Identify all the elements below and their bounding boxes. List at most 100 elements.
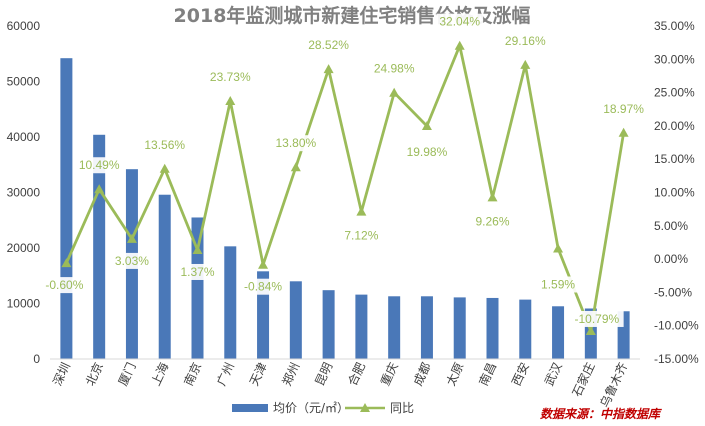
right-tick-label: -10.00%	[654, 319, 699, 333]
data-label: 3.03%	[115, 254, 149, 268]
data-label-bg	[206, 69, 254, 86]
legend-triangle-marker	[360, 403, 370, 412]
data-label: 28.52%	[308, 38, 349, 52]
right-tick-label: 5.00%	[654, 219, 688, 233]
yoy-marker	[487, 192, 498, 202]
data-label-bg	[370, 60, 418, 77]
yoy-line	[65, 44, 625, 333]
data-label-bg	[111, 252, 152, 269]
category-label: 广州	[214, 360, 237, 388]
category-label: 昆明	[312, 360, 335, 388]
category-label: 合肥	[344, 360, 368, 388]
data-label: 7.12%	[344, 229, 378, 243]
right-tick-label: -15.00%	[654, 352, 699, 366]
data-label: 1.37%	[180, 265, 214, 279]
left-tick-label: 0	[33, 352, 40, 366]
data-label-bg	[40, 277, 88, 294]
data-label-bg	[75, 157, 123, 174]
category-label: 北京	[83, 360, 106, 388]
left-y-axis: 0 10000 20000 30000 40000 50000 60000	[7, 19, 41, 366]
data-label: 19.98%	[407, 145, 448, 159]
data-labels: -0.60% 10.49% 3.03% 13.56% 1.37% 23.73% -0.84%…	[40, 13, 648, 327]
left-tick-label: 40000	[7, 130, 41, 144]
data-label: -0.60%	[45, 278, 83, 292]
legend-line-label: 同比	[390, 401, 414, 415]
category-label: 武汉	[542, 360, 565, 388]
right-tick-label: 30.00%	[654, 52, 695, 66]
yoy-marker	[323, 64, 334, 74]
category-label: 重庆	[378, 360, 401, 388]
price-bar	[486, 297, 499, 359]
data-label: -10.79%	[574, 312, 619, 326]
yoy-marker	[356, 206, 367, 216]
yoy-marker	[553, 243, 564, 253]
price-bar	[420, 296, 433, 359]
right-tick-label: 35.00%	[654, 19, 695, 33]
legend-bar-swatch	[232, 404, 268, 412]
yoy-marker	[389, 87, 400, 97]
category-label: 南京	[180, 360, 204, 388]
left-tick-label: 60000	[7, 19, 41, 33]
legend: 均价（元/㎡） 同比	[232, 401, 414, 415]
data-label: 13.80%	[275, 136, 316, 150]
price-bar	[224, 246, 237, 359]
yoy-marker	[225, 96, 236, 106]
data-label-bg	[341, 227, 382, 244]
yoy-marker	[94, 184, 105, 194]
price-bar	[388, 296, 401, 359]
category-label: 成都	[411, 360, 434, 388]
data-label: 23.73%	[210, 70, 251, 84]
data-label: 29.16%	[505, 34, 546, 48]
left-tick-label: 10000	[7, 297, 41, 311]
data-label-bg	[305, 37, 353, 54]
price-bar	[519, 299, 532, 359]
category-label: 厦门	[115, 360, 139, 388]
category-label: 上海	[148, 360, 172, 388]
yoy-marker	[61, 258, 72, 268]
data-label-bg	[403, 144, 451, 161]
price-bar	[158, 194, 171, 359]
right-tick-label: 20.00%	[654, 119, 695, 133]
category-label: 乌鲁木齐	[596, 360, 630, 410]
yoy-marker	[258, 259, 269, 269]
category-label: 石家庄	[569, 360, 598, 399]
right-tick-label: 25.00%	[654, 86, 695, 100]
right-tick-label: 15.00%	[654, 152, 695, 166]
price-bar	[60, 58, 73, 359]
right-tick-label: -5.00%	[654, 285, 692, 299]
data-label-bg	[177, 263, 218, 280]
yoy-marker	[126, 233, 137, 243]
data-label: 13.56%	[144, 138, 185, 152]
category-label: 天津	[247, 360, 270, 388]
yoy-marker	[520, 59, 531, 69]
right-tick-label: 0.00%	[654, 252, 688, 266]
left-tick-label: 30000	[7, 186, 41, 200]
data-label-bg	[600, 100, 648, 117]
source-note: 数据来源：中指数据库	[540, 407, 662, 421]
price-bar	[322, 290, 335, 359]
data-label-bg	[501, 32, 549, 49]
legend-bar-label: 均价（元/㎡）	[273, 401, 349, 415]
data-label: 9.26%	[475, 214, 509, 228]
data-label: 24.98%	[374, 62, 415, 76]
right-tick-label: 10.00%	[654, 186, 695, 200]
data-label-bg	[141, 136, 189, 153]
data-label: 1.59%	[541, 278, 575, 292]
yoy-marker	[159, 163, 170, 173]
yoy-marker	[192, 244, 203, 254]
yoy-marker	[454, 40, 465, 50]
price-bar	[355, 294, 368, 359]
data-label-bg	[272, 135, 320, 152]
data-label: 10.49%	[79, 158, 120, 172]
data-label-bg	[436, 13, 484, 30]
data-label-bg	[538, 276, 579, 293]
yoy-marker	[585, 325, 596, 335]
category-label: 太原	[443, 360, 467, 388]
data-label-bg	[570, 310, 624, 327]
yoy-marker	[618, 127, 629, 137]
yoy-marker	[290, 162, 301, 172]
category-label: 郑州	[279, 360, 303, 388]
price-bar	[552, 306, 565, 359]
yoy-marker	[421, 121, 432, 131]
